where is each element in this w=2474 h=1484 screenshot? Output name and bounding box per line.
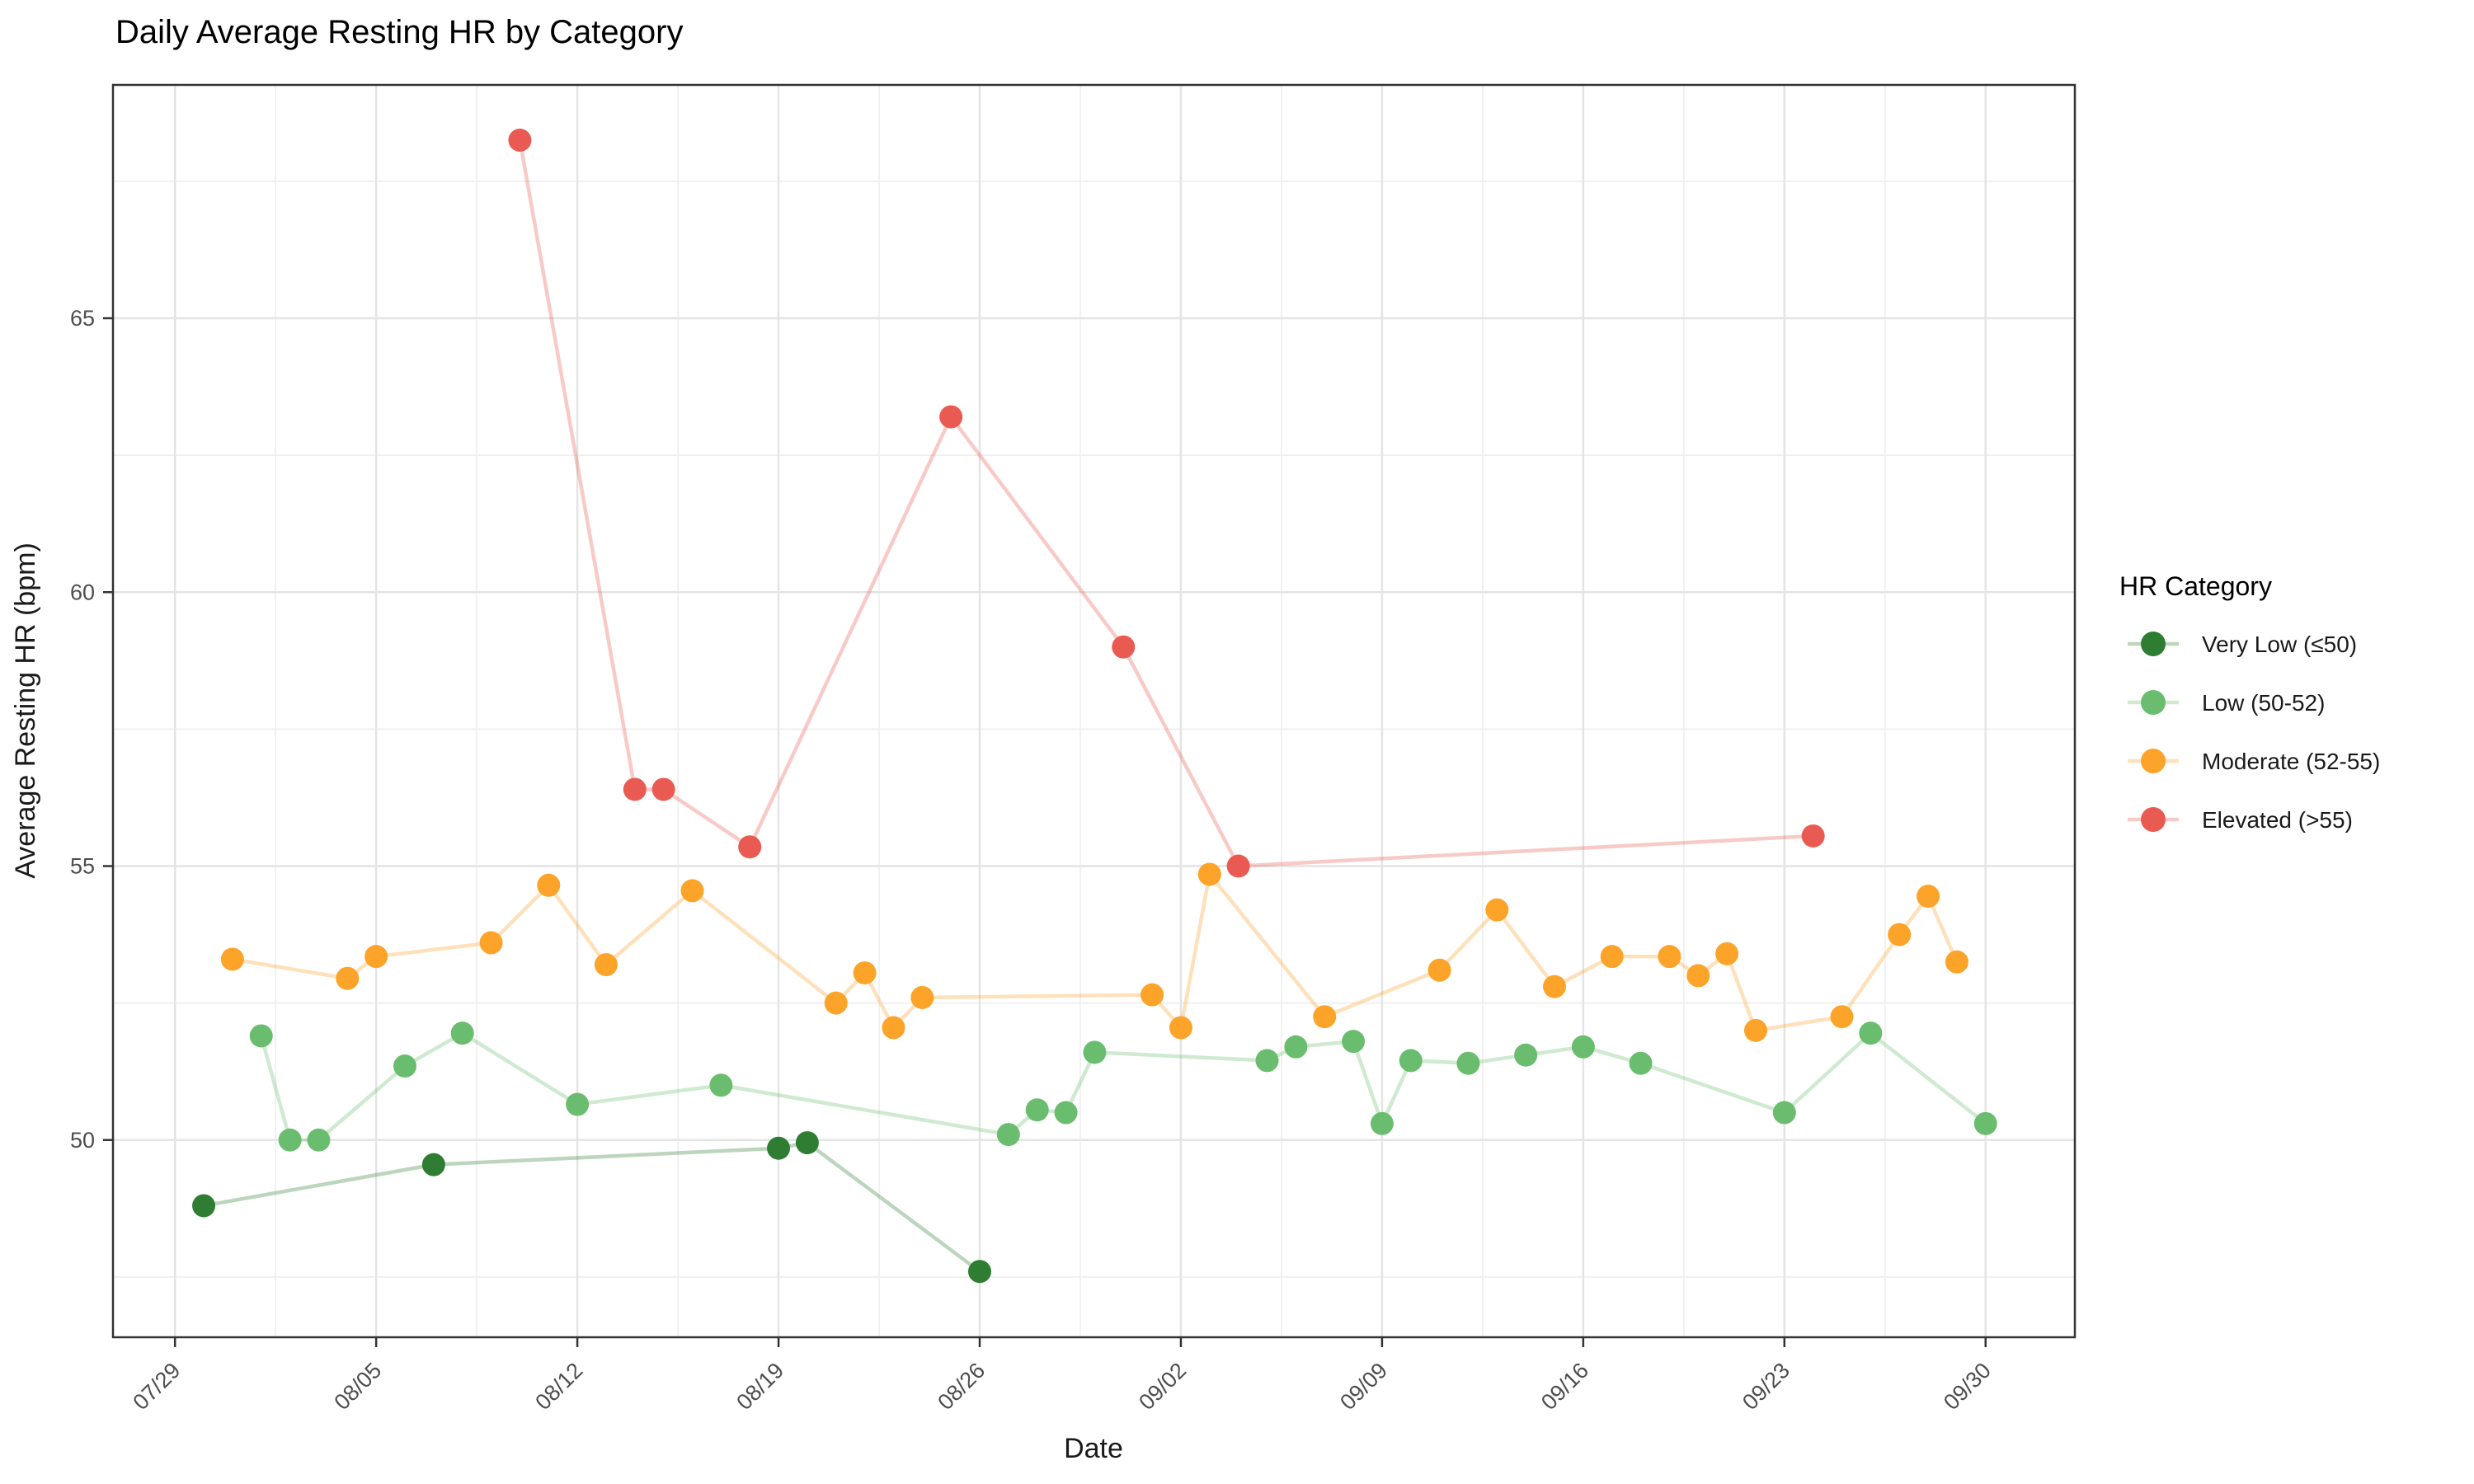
data-point-very_low	[421, 1153, 445, 1176]
data-point-moderate	[479, 931, 503, 955]
legend-item-moderate: Moderate (52-55)	[2128, 749, 2380, 774]
chart-title: Daily Average Resting HR by Category	[115, 14, 683, 50]
data-point-very_low	[192, 1194, 216, 1218]
legend-item-low: Low (50-52)	[2128, 690, 2325, 716]
data-point-moderate	[824, 991, 848, 1015]
series-points-moderate	[220, 862, 1968, 1042]
axis-ticks	[103, 317, 1987, 1347]
data-point-moderate	[1917, 885, 1940, 909]
gridlines-major	[113, 85, 2075, 1337]
data-point-moderate	[882, 1016, 905, 1040]
data-point-elevated	[738, 835, 762, 859]
y-tick-label: 55	[70, 854, 95, 879]
data-point-moderate	[1485, 898, 1509, 922]
legend-key-point-elevated	[2141, 807, 2166, 832]
data-point-low	[996, 1123, 1020, 1147]
legend-label-very_low: Very Low (≤50)	[2202, 632, 2357, 657]
data-point-moderate	[1197, 862, 1221, 886]
data-point-moderate	[1686, 964, 1710, 988]
legend-key-point-moderate	[2141, 749, 2166, 773]
data-point-low	[1255, 1049, 1279, 1073]
series-points-elevated	[508, 129, 1825, 878]
data-point-low	[450, 1021, 474, 1045]
data-point-moderate	[1888, 923, 1912, 946]
data-point-moderate	[1830, 1005, 1854, 1029]
data-point-moderate	[910, 985, 934, 1009]
data-point-very_low	[795, 1131, 819, 1155]
data-point-moderate	[853, 961, 877, 985]
data-point-elevated	[651, 777, 675, 801]
series-layer	[192, 129, 1997, 1284]
data-point-moderate	[537, 873, 561, 897]
data-point-very_low	[968, 1260, 991, 1284]
data-point-low	[1342, 1030, 1366, 1054]
data-point-low	[1772, 1101, 1796, 1125]
data-point-moderate	[1141, 983, 1164, 1007]
data-point-low	[307, 1128, 331, 1152]
data-point-moderate	[680, 879, 704, 903]
data-point-low	[1025, 1098, 1049, 1122]
data-point-elevated	[1226, 854, 1250, 878]
data-point-moderate	[336, 966, 360, 990]
data-point-moderate	[1945, 950, 1968, 974]
data-point-moderate	[1427, 958, 1451, 982]
legend-key-point-very_low	[2141, 632, 2166, 656]
legend-item-elevated: Elevated (>55)	[2128, 807, 2353, 833]
legend-label-elevated: Elevated (>55)	[2202, 807, 2353, 833]
plot-panel	[113, 85, 2075, 1337]
data-point-low	[1571, 1035, 1595, 1059]
data-point-moderate	[365, 945, 388, 969]
data-point-low	[1456, 1051, 1480, 1075]
data-point-moderate	[1313, 1005, 1337, 1029]
data-point-moderate	[594, 953, 618, 977]
series-points-low	[249, 1021, 1997, 1152]
data-point-low	[249, 1024, 273, 1048]
data-point-low	[393, 1054, 416, 1078]
data-point-low	[1284, 1035, 1308, 1059]
legend-key-point-low	[2141, 690, 2166, 715]
data-point-elevated	[1801, 824, 1825, 848]
legend-label-low: Low (50-52)	[2202, 690, 2325, 716]
data-point-moderate	[1543, 974, 1566, 998]
data-point-moderate	[220, 947, 244, 971]
data-point-low	[709, 1073, 733, 1097]
data-point-elevated	[623, 777, 647, 801]
legend: HR Category Very Low (≤50) Low (50-52) Mod…	[2119, 571, 2380, 833]
data-point-elevated	[939, 405, 963, 429]
data-point-moderate	[1715, 942, 1739, 965]
y-tick-label: 50	[70, 1128, 95, 1153]
data-point-moderate	[1169, 1016, 1192, 1040]
panel-border	[111, 83, 2077, 1339]
data-point-elevated	[1112, 635, 1136, 659]
data-point-very_low	[767, 1136, 791, 1160]
data-point-low	[1399, 1049, 1423, 1073]
data-point-low	[1629, 1051, 1653, 1075]
y-tick-label: 60	[70, 580, 95, 604]
y-tick-label: 65	[70, 306, 95, 331]
gridlines-minor	[113, 85, 2075, 1337]
data-point-moderate	[1600, 945, 1624, 969]
legend-item-very_low: Very Low (≤50)	[2128, 632, 2357, 657]
x-axis-title: Date	[1064, 1433, 1123, 1464]
data-point-low	[1973, 1111, 1997, 1135]
data-point-moderate	[1658, 945, 1681, 969]
data-point-low	[1859, 1021, 1883, 1045]
legend-items: Very Low (≤50) Low (50-52) Moderate (52-55…	[2128, 632, 2380, 833]
data-point-moderate	[1743, 1018, 1767, 1042]
data-point-low	[566, 1092, 590, 1116]
data-point-low	[1514, 1043, 1538, 1067]
legend-title: HR Category	[2119, 571, 2272, 601]
data-point-elevated	[508, 129, 532, 153]
legend-label-moderate: Moderate (52-55)	[2202, 749, 2380, 774]
y-axis-title: Average Resting HR (bpm)	[10, 542, 41, 879]
data-point-low	[1083, 1040, 1107, 1064]
series-points-very_low	[192, 1131, 991, 1284]
data-point-low	[278, 1128, 302, 1152]
data-point-low	[1054, 1101, 1078, 1125]
data-point-low	[1370, 1111, 1394, 1135]
